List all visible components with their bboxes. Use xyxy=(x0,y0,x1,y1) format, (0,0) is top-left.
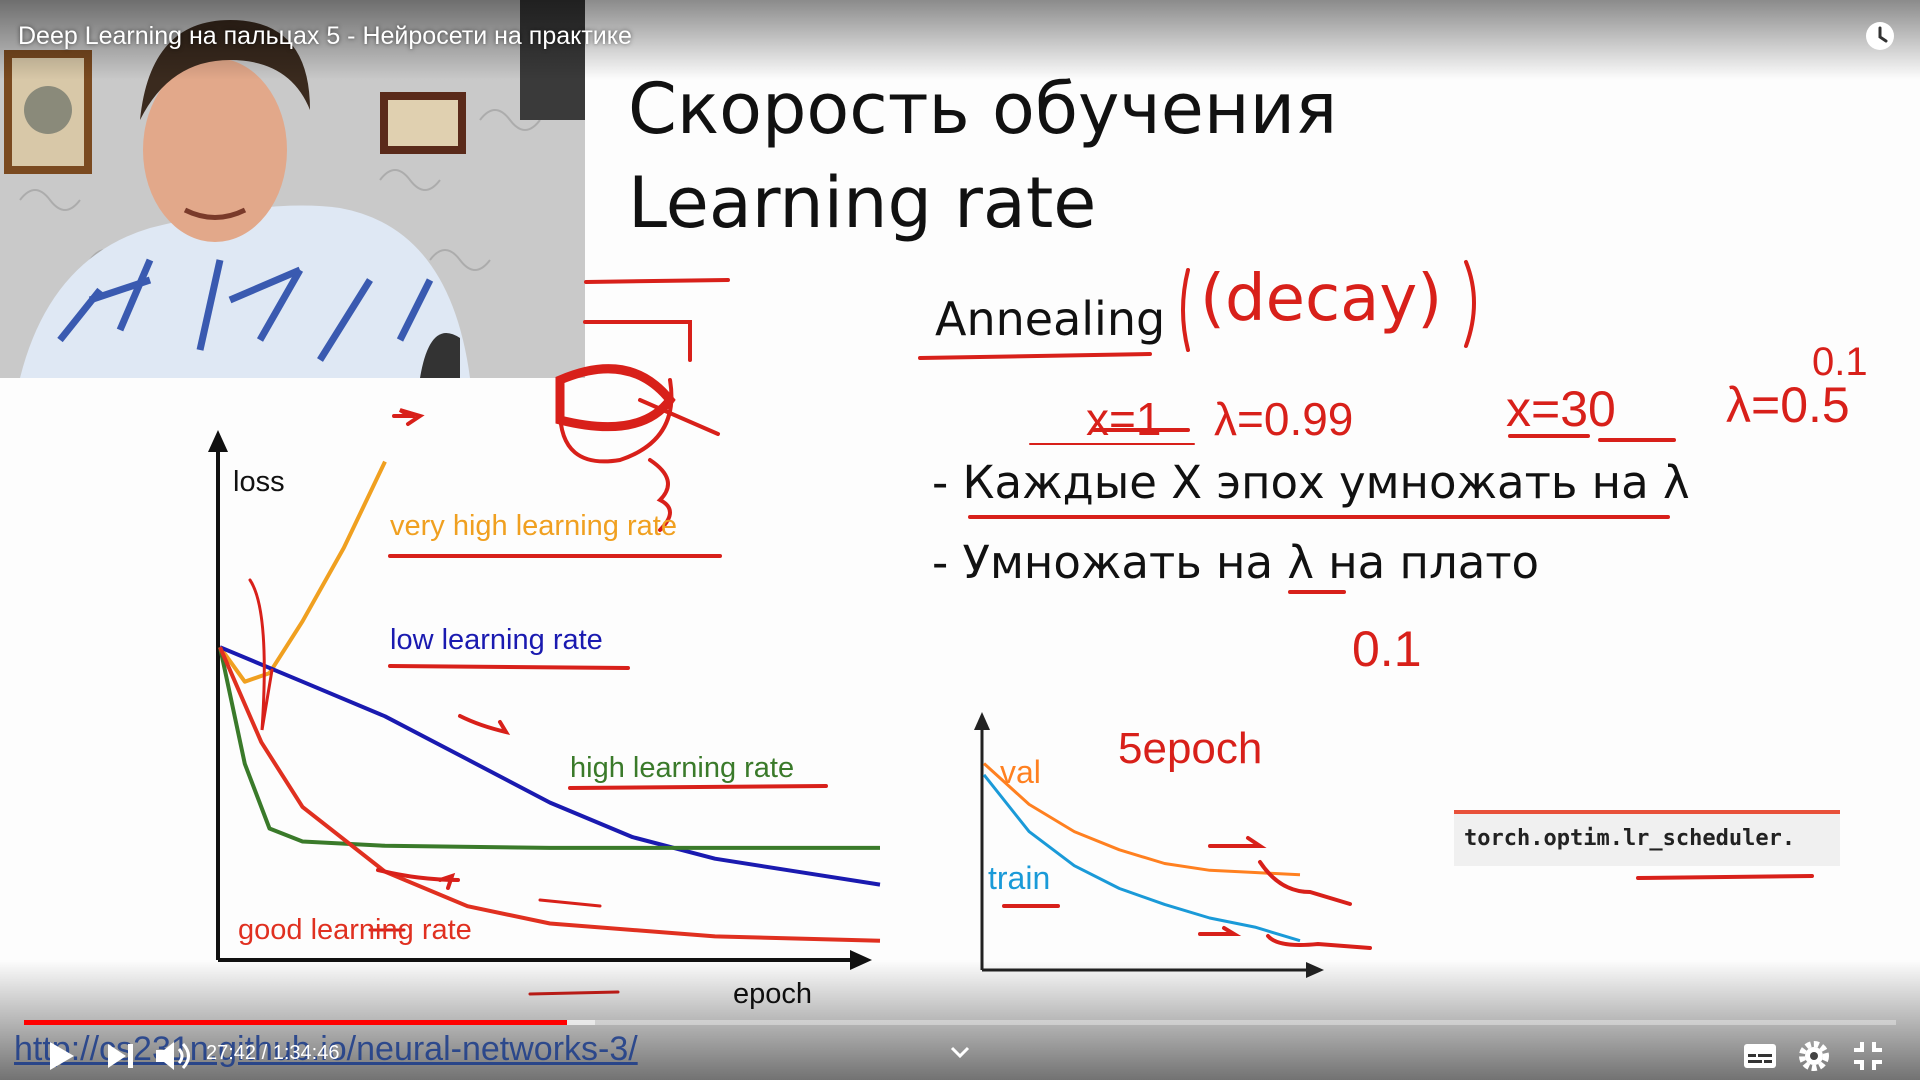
handwriting-lambda1: λ=0.99 xyxy=(1214,393,1354,445)
presenter-image xyxy=(0,0,585,378)
watch-later-icon[interactable] xyxy=(1864,20,1896,52)
series-line-train xyxy=(982,773,1301,943)
slide-title-line-2: Learning rate xyxy=(628,162,1097,244)
source-link[interactable]: http://cs231n.github.io/neural-networks-… xyxy=(14,1030,638,1068)
handwritten-annotations xyxy=(248,260,1814,996)
series-line-high-learning-rate xyxy=(218,646,880,850)
annealing-label: Annealing xyxy=(935,292,1166,346)
webcam-overlay xyxy=(0,0,585,378)
chevron-down-icon[interactable] xyxy=(948,1040,972,1064)
time-current: 27:42 xyxy=(206,1042,257,1064)
series-line-low-learning-rate xyxy=(219,645,881,887)
slide-title-line-1: Скорость обучения xyxy=(628,68,1338,150)
bullet-on-plateau: - Умножать на λ на плато xyxy=(932,536,1540,589)
handwriting-top-right: 0.1 xyxy=(1812,340,1868,384)
val-label: val xyxy=(1000,754,1041,790)
next-icon[interactable] xyxy=(100,1036,140,1076)
time-separator: / xyxy=(256,1042,273,1064)
handwriting-mid-value: 0.1 xyxy=(1352,621,1422,677)
train-label: train xyxy=(988,860,1051,896)
subtitles-icon[interactable] xyxy=(1740,1036,1780,1076)
handwriting-x30: x=30 xyxy=(1506,381,1616,437)
handwriting-lambda2: λ=0.5 xyxy=(1726,377,1850,433)
loss-axis-label: loss xyxy=(233,466,285,498)
series-label-good: good learning rate xyxy=(238,914,472,946)
exit-fullscreen-icon[interactable] xyxy=(1848,1036,1888,1076)
progress-bar[interactable] xyxy=(24,1020,1896,1025)
handwriting-decay: (decay) xyxy=(1200,262,1443,336)
time-display: 27:42 / 1:34:46 xyxy=(206,1042,339,1065)
series-label-low: low learning rate xyxy=(390,624,603,656)
series-label-very-high: very high learning rate xyxy=(390,510,677,542)
top-gradient xyxy=(0,0,1920,80)
time-total: 1:34:46 xyxy=(272,1042,340,1064)
settings-icon[interactable] xyxy=(1794,1036,1834,1076)
handwriting-epochs: 5epoch xyxy=(1118,724,1263,773)
progress-played xyxy=(24,1020,567,1025)
play-icon[interactable] xyxy=(40,1036,80,1076)
series-line-very-high-learning-rate xyxy=(218,460,387,684)
series-line-val xyxy=(982,762,1301,877)
code-snippet-box: torch.optim.lr_scheduler. xyxy=(1454,810,1840,866)
series-line-good-learning-rate xyxy=(218,646,881,943)
video-title: Deep Learning на пальцах 5 - Нейросети н… xyxy=(18,22,632,50)
bullet-every-x-epochs: - Каждые X эпох умножать на λ xyxy=(932,456,1690,509)
volume-icon[interactable] xyxy=(152,1036,192,1076)
slide-title: Скорость обучения Learning rate xyxy=(628,62,1337,250)
series-label-high: high learning rate xyxy=(570,752,795,784)
code-snippet: torch.optim.lr_scheduler. xyxy=(1464,826,1796,851)
handwriting-x1: x=1 xyxy=(1086,393,1162,445)
